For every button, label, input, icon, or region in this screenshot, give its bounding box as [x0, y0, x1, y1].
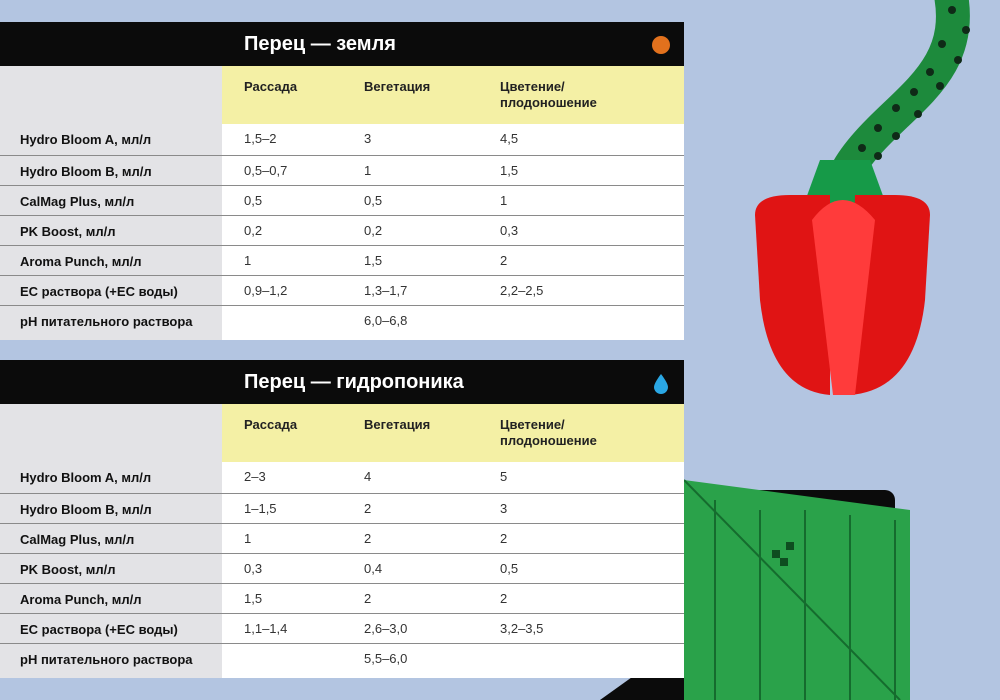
table-cell: 2: [364, 531, 372, 546]
table-cell: 2: [364, 501, 372, 516]
table-cell: 3,2–3,5: [500, 621, 544, 636]
stage-vegetation: Вегетация: [364, 79, 431, 94]
row-label: Hydro Bloom A, мл/л: [20, 470, 152, 485]
table-row: pH питательного раствора 6,0–6,8: [0, 305, 684, 335]
hydroponics-feeding-table: Перец — гидропоника Рассада Вегетация Цв…: [0, 360, 684, 678]
pepper-body: [755, 195, 930, 395]
table-cell: 2: [364, 591, 372, 606]
table-row: pH питательного раствора 5,5–6,0: [0, 643, 684, 673]
water-drop-icon: [654, 374, 668, 394]
table-cell: 1–1,5: [244, 501, 277, 516]
table-row: PK Boost, мл/л 0,2 0,2 0,3: [0, 215, 684, 245]
table-row: Hydro Bloom A, мл/л 1,5–2 3 4,5: [0, 124, 684, 155]
row-label: Aroma Punch, мл/л: [20, 254, 142, 269]
table-cell: 1: [364, 163, 372, 178]
row-label: pH питательного раствора: [20, 652, 193, 667]
table-cell: 2,6–3,0: [364, 621, 408, 636]
stage-flowering: Цветение/ плодоношение: [500, 417, 597, 449]
row-label: Aroma Punch, мл/л: [20, 592, 142, 607]
table-cell: 1: [244, 531, 252, 546]
table-row: Hydro Bloom B, мл/л 1–1,5 2 3: [0, 493, 684, 523]
table-row: CalMag Plus, мл/л 0,5 0,5 1: [0, 185, 684, 215]
row-label-column: [0, 382, 222, 678]
table-cell: 0,2: [364, 223, 383, 238]
table-cell: 0,5: [364, 193, 383, 208]
table-cell: 2,2–2,5: [500, 283, 544, 298]
table-cell: 0,5–0,7: [244, 163, 288, 178]
table-row: EC раствора (+EC воды) 0,9–1,2 1,3–1,7 2,2–…: [0, 275, 684, 305]
table-row: EC раствора (+EC воды) 1,1–1,4 2,6–3,0 3,2–…: [0, 613, 684, 643]
table-cell: 2: [500, 253, 508, 268]
table-cell: 1,5: [500, 163, 519, 178]
table-body: Hydro Bloom A, мл/л 2–3 4 5 Hydro Bloom B, м…: [0, 462, 684, 673]
table-header: Перец — гидропоника: [0, 360, 684, 404]
table-cell: 4,5: [500, 131, 519, 146]
soil-feeding-table: Перец — земля Рассада Вегетация Цветение…: [0, 22, 684, 340]
table-cell: 1: [500, 193, 508, 208]
table-cell: 3: [364, 131, 372, 146]
table-cell: 1,5: [364, 253, 383, 268]
table-cell: 2–3: [244, 469, 266, 484]
stage-seedling: Рассада: [244, 417, 298, 432]
row-label: EC раствора (+EC воды): [20, 284, 178, 299]
table-cell: 4: [364, 469, 372, 484]
table-cell: 5,5–6,0: [364, 651, 408, 666]
table-row: CalMag Plus, мл/л 1 2 2: [0, 523, 684, 553]
table-cell: 1,1–1,4: [244, 621, 288, 636]
table-cell: 0,5: [500, 561, 519, 576]
table-cell: 1,5: [244, 591, 263, 606]
table-row: PK Boost, мл/л 0,3 0,4 0,5: [0, 553, 684, 583]
stage-header-row: Рассада Вегетация Цветение/ плодоношение: [222, 404, 684, 462]
row-label: Hydro Bloom A, мл/л: [20, 132, 152, 147]
table-cell: 5: [500, 469, 508, 484]
table-header: Перец — земля: [0, 22, 684, 66]
table-cell: 0,9–1,2: [244, 283, 288, 298]
table-title: Перец — земля: [244, 33, 396, 55]
row-label: PK Boost, мл/л: [20, 562, 116, 577]
table-cell: 3: [500, 501, 508, 516]
stage-flowering-text: Цветение/ плодоношение: [500, 79, 597, 110]
table-cell: 1,5–2: [244, 131, 277, 146]
orange-dot-icon: [652, 36, 670, 54]
row-label: PK Boost, мл/л: [20, 224, 116, 239]
stage-flowering-text: Цветение/ плодоношение: [500, 417, 597, 448]
stage-vegetation: Вегетация: [364, 417, 431, 432]
table-cell: 0,3: [500, 223, 519, 238]
table-row: Hydro Bloom A, мл/л 2–3 4 5: [0, 462, 684, 493]
table-title: Перец — гидропоника: [244, 371, 464, 393]
row-label: Hydro Bloom B, мл/л: [20, 164, 152, 179]
table-row: Aroma Punch, мл/л 1,5 2 2: [0, 583, 684, 613]
stage-header-row: Рассада Вегетация Цветение/ плодоношение: [222, 66, 684, 124]
table-cell: 0,5: [244, 193, 263, 208]
table-row: Hydro Bloom B, мл/л 0,5–0,7 1 1,5: [0, 155, 684, 185]
table-cell: 2: [500, 591, 508, 606]
table-row: Aroma Punch, мл/л 1 1,5 2: [0, 245, 684, 275]
table-cell: 6,0–6,8: [364, 313, 408, 328]
table-cell: 2: [500, 531, 508, 546]
stage-seedling: Рассада: [244, 79, 298, 94]
row-label: EC раствора (+EC воды): [20, 622, 178, 637]
table-cell: 0,4: [364, 561, 383, 576]
row-label: Hydro Bloom B, мл/л: [20, 502, 152, 517]
row-label: pH питательного раствора: [20, 314, 193, 329]
row-label-column: [0, 44, 222, 340]
row-label: CalMag Plus, мл/л: [20, 532, 135, 547]
table-body: Hydro Bloom A, мл/л 1,5–2 3 4,5 Hydro Bloom …: [0, 124, 684, 335]
table-cell: 0,2: [244, 223, 263, 238]
row-label: CalMag Plus, мл/л: [20, 194, 135, 209]
table-cell: 1: [244, 253, 252, 268]
table-cell: 1,3–1,7: [364, 283, 408, 298]
stage-flowering: Цветение/ плодоношение: [500, 79, 597, 111]
table-cell: 0,3: [244, 561, 263, 576]
